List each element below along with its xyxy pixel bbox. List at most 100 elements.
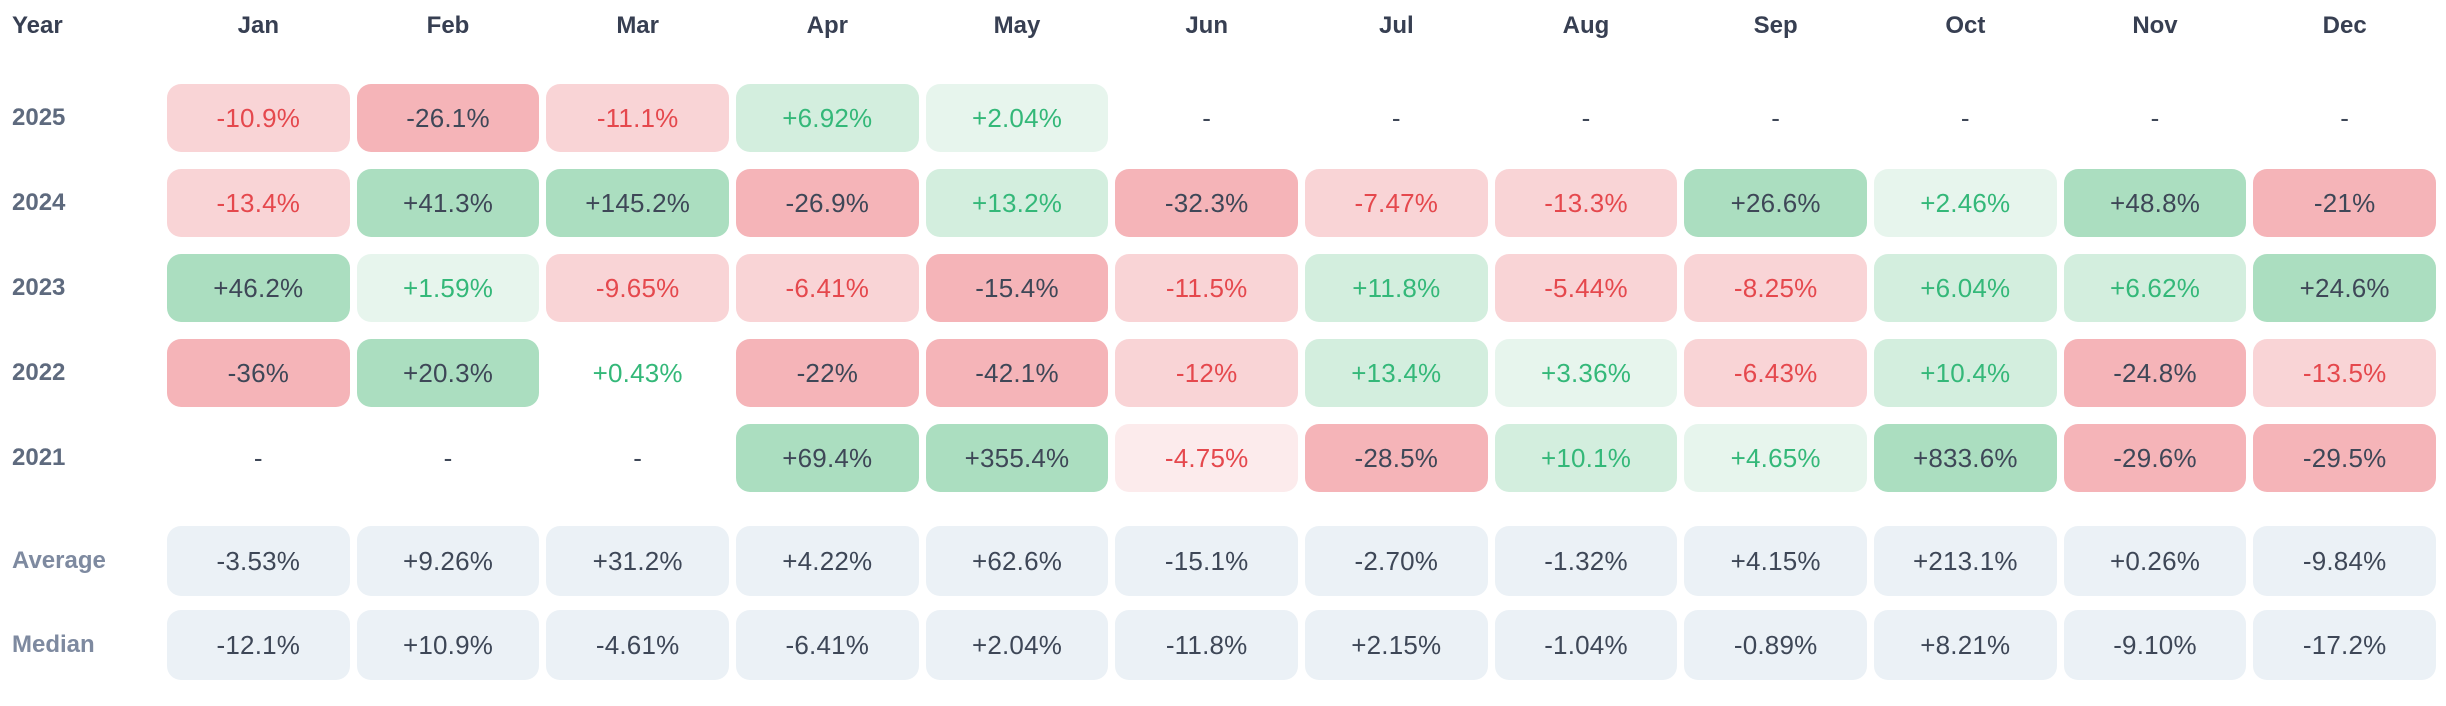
return-cell: +145.2%	[546, 169, 729, 237]
stat-cell: +2.15%	[1305, 610, 1488, 680]
return-cell: +20.3%	[356, 339, 540, 407]
return-cell: +6.62%	[2063, 254, 2247, 322]
return-cell: -9.65%	[546, 254, 729, 322]
month-column-header-may: May	[993, 12, 1041, 39]
return-cell: -13.3%	[1494, 169, 1678, 237]
return-cell: +46.2%	[167, 254, 350, 322]
stat-cell: +8.21%	[1874, 610, 2057, 680]
month-column-header-sep: Sep	[1753, 12, 1798, 39]
return-cell: -11.5%	[1115, 254, 1298, 322]
stat-cell: -12.1%	[167, 610, 350, 680]
return-cell: -	[2150, 102, 2160, 133]
return-cell: -32.3%	[1115, 169, 1298, 237]
return-cell: -13.4%	[167, 169, 350, 237]
stat-cell: +9.26%	[356, 526, 540, 596]
return-cell: +3.36%	[1494, 339, 1678, 407]
month-column-header-jun: Jun	[1185, 12, 1228, 39]
year-label: 2024	[12, 189, 66, 216]
stat-cell: +2.04%	[925, 610, 1109, 680]
return-cell: +6.92%	[736, 84, 919, 152]
month-column-header-apr: Apr	[806, 12, 848, 39]
stat-cell: +31.2%	[546, 526, 729, 596]
return-cell: -	[2340, 102, 2350, 133]
stat-cell: +0.26%	[2063, 526, 2247, 596]
return-cell: -	[1202, 102, 1212, 133]
return-cell: -12%	[1115, 339, 1298, 407]
stat-cell: +213.1%	[1874, 526, 2057, 596]
stat-cell: -6.41%	[736, 610, 919, 680]
return-cell: -29.5%	[2253, 424, 2436, 492]
year-label: 2023	[12, 274, 66, 301]
return-cell: -36%	[167, 339, 350, 407]
month-column-header-jul: Jul	[1378, 12, 1414, 39]
return-cell: -29.6%	[2063, 424, 2247, 492]
return-cell: +10.4%	[1874, 339, 2057, 407]
return-cell: +355.4%	[925, 424, 1109, 492]
return-cell: +48.8%	[2063, 169, 2247, 237]
stat-cell: -0.89%	[1684, 610, 1867, 680]
return-cell: +833.6%	[1874, 424, 2057, 492]
return-cell: -10.9%	[167, 84, 350, 152]
month-column-header-nov: Nov	[2132, 12, 2178, 39]
return-cell: -	[1581, 102, 1591, 133]
stat-cell: -2.70%	[1305, 526, 1488, 596]
return-cell: -28.5%	[1305, 424, 1488, 492]
stat-rows: Average -3.53% +9.26% +31.2% +4.22% +62.6% -15…	[0, 526, 2446, 680]
stat-cell: -9.84%	[2253, 526, 2436, 596]
return-cell: -	[1391, 102, 1401, 133]
month-column-header-aug: Aug	[1562, 12, 1610, 39]
return-cell: +1.59%	[356, 254, 540, 322]
return-cell: -42.1%	[925, 339, 1109, 407]
return-cell: -8.25%	[1684, 254, 1867, 322]
return-cell: +6.04%	[1874, 254, 2057, 322]
month-column-header-jan: Jan	[237, 12, 279, 39]
stat-cell: +62.6%	[925, 526, 1109, 596]
return-cell: +24.6%	[2253, 254, 2436, 322]
return-cell: +13.2%	[925, 169, 1109, 237]
stat-cell: -3.53%	[167, 526, 350, 596]
return-cell: -	[1771, 102, 1781, 133]
stat-cell: +10.9%	[356, 610, 540, 680]
return-cell: -21%	[2253, 169, 2436, 237]
header-row: Year Jan Feb Mar Apr May Jun Jul Aug Sep…	[0, 0, 2446, 39]
stat-cell: -1.32%	[1494, 526, 1678, 596]
return-cell: +11.8%	[1305, 254, 1488, 322]
return-cell: -22%	[736, 339, 919, 407]
return-cell: -26.1%	[356, 84, 540, 152]
stat-cell: -9.10%	[2063, 610, 2247, 680]
return-cell: -5.44%	[1494, 254, 1678, 322]
month-column-header-mar: Mar	[616, 12, 659, 39]
year-label: 2022	[12, 359, 66, 386]
month-column-header-dec: Dec	[2322, 12, 2367, 39]
stat-cell: +4.15%	[1684, 526, 1867, 596]
return-cell: -6.41%	[736, 254, 919, 322]
return-cell: +2.04%	[925, 84, 1109, 152]
return-cell: +2.46%	[1874, 169, 2057, 237]
return-cell: -	[633, 442, 643, 473]
year-rows: 2025 -10.9% -26.1% -11.1% +6.92% +2.04% - - - - - -…	[0, 84, 2446, 492]
year-label: 2021	[12, 444, 66, 471]
return-cell: -13.5%	[2253, 339, 2436, 407]
year-column-header: Year	[12, 12, 63, 39]
stat-cell: -15.1%	[1115, 526, 1298, 596]
return-cell: -	[443, 442, 453, 473]
return-cell: -26.9%	[736, 169, 919, 237]
return-cell: -11.1%	[546, 84, 729, 152]
stat-cell: +4.22%	[736, 526, 919, 596]
stat-cell: -4.61%	[546, 610, 729, 680]
return-cell: +41.3%	[356, 169, 540, 237]
month-column-header-oct: Oct	[1945, 12, 1986, 39]
return-cell: +13.4%	[1305, 339, 1488, 407]
return-cell: +0.43%	[592, 357, 683, 388]
stat-cell: -17.2%	[2253, 610, 2436, 680]
return-cell: -	[253, 442, 263, 473]
return-cell: -24.8%	[2063, 339, 2247, 407]
return-cell: -15.4%	[925, 254, 1109, 322]
stat-label: Median	[12, 631, 95, 658]
return-cell: +10.1%	[1494, 424, 1678, 492]
return-cell: -4.75%	[1115, 424, 1298, 492]
return-cell: -	[1960, 102, 1970, 133]
stat-label: Average	[12, 547, 106, 574]
return-cell: +69.4%	[736, 424, 919, 492]
